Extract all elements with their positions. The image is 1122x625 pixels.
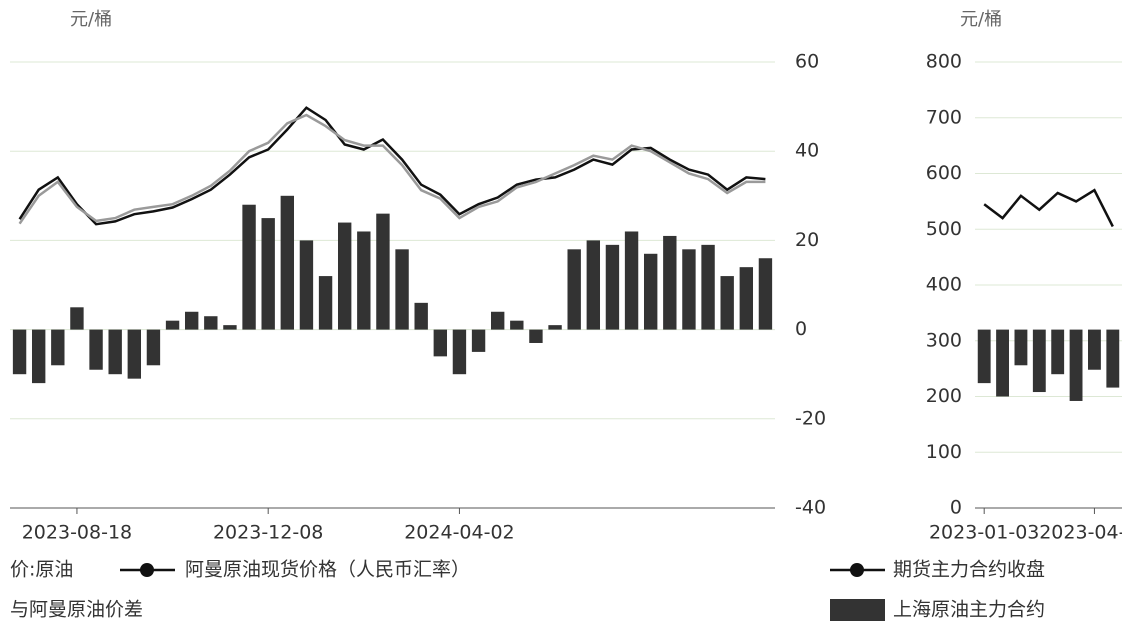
bar [1051, 329, 1065, 375]
legend-label: 与阿曼原油价差 [10, 599, 143, 621]
bar [318, 276, 333, 330]
legend-label: 阿曼原油现货价格（人民币汇率） [185, 559, 470, 581]
legend-label: 上海原油主力合约 [893, 599, 1045, 621]
bar [682, 249, 696, 330]
bar [31, 329, 46, 384]
legend-marker [140, 563, 154, 577]
legend-swatch [830, 599, 885, 621]
bar [165, 320, 180, 330]
bar [471, 329, 486, 352]
bar [223, 325, 237, 330]
bar [299, 240, 314, 330]
bar [567, 249, 581, 330]
y-tick-label: 40 [795, 140, 819, 162]
y-tick-label: -40 [795, 497, 826, 519]
bar [452, 329, 467, 375]
y-tick-label: 400 [926, 274, 962, 296]
bar [1106, 329, 1120, 388]
bar [433, 329, 448, 357]
y-tick-label: 500 [926, 218, 962, 240]
x-tick-label: 2023-12-08 [213, 522, 323, 544]
bar [701, 244, 715, 330]
bar [242, 204, 256, 330]
legend-label: 期货主力合约收盘 [893, 559, 1045, 581]
y-tick-label: -20 [795, 407, 826, 429]
x-tick-label: 2023-08-18 [22, 522, 132, 544]
bar [996, 329, 1009, 397]
unit-label: 元/桶 [70, 9, 112, 30]
bar [414, 302, 428, 330]
bar [510, 320, 524, 330]
bar [490, 311, 505, 330]
y-tick-label: 60 [795, 51, 819, 73]
bar [1088, 329, 1101, 370]
bar [663, 235, 677, 330]
legend-label: 价:原油 [10, 559, 73, 581]
bar [127, 329, 142, 379]
bar [70, 307, 84, 330]
y-tick-label: 100 [926, 441, 962, 463]
bar [184, 311, 199, 330]
bar [146, 329, 161, 366]
y-tick-label: 300 [926, 329, 962, 351]
bar [720, 276, 734, 330]
x-tick-label: 2023-01-03 [929, 522, 1039, 544]
bar [643, 253, 658, 330]
line [18, 113, 766, 225]
bar [605, 244, 620, 330]
bar [204, 316, 218, 330]
bar [1014, 329, 1028, 366]
x-tick-label: 2023-04-27 [1039, 522, 1122, 544]
line [18, 106, 766, 226]
bar [548, 325, 562, 330]
bar [261, 218, 275, 330]
y-tick-label: 0 [795, 318, 807, 340]
bar [1069, 329, 1083, 401]
y-tick-label: 0 [950, 497, 962, 519]
unit-label: 元/桶 [960, 9, 1002, 30]
bar [586, 240, 601, 330]
bar [357, 231, 371, 330]
bar [337, 222, 352, 330]
bar [395, 249, 409, 330]
y-tick-label: 700 [926, 106, 962, 128]
y-tick-label: 800 [926, 51, 962, 73]
bar [12, 329, 27, 375]
bar [280, 195, 295, 330]
bar [51, 329, 65, 366]
bar [977, 329, 991, 384]
bar [376, 213, 390, 330]
bar [529, 329, 543, 343]
bar [89, 329, 103, 370]
y-tick-label: 20 [795, 229, 819, 251]
bar [624, 231, 639, 330]
y-tick-label: 200 [926, 385, 962, 407]
bar [1032, 329, 1046, 393]
bar [739, 267, 754, 330]
legend-marker [850, 563, 864, 577]
bar [758, 258, 773, 330]
bar [108, 329, 122, 375]
y-tick-label: 600 [926, 162, 962, 184]
x-tick-label: 2024-04-02 [404, 522, 514, 544]
line [983, 188, 1114, 228]
